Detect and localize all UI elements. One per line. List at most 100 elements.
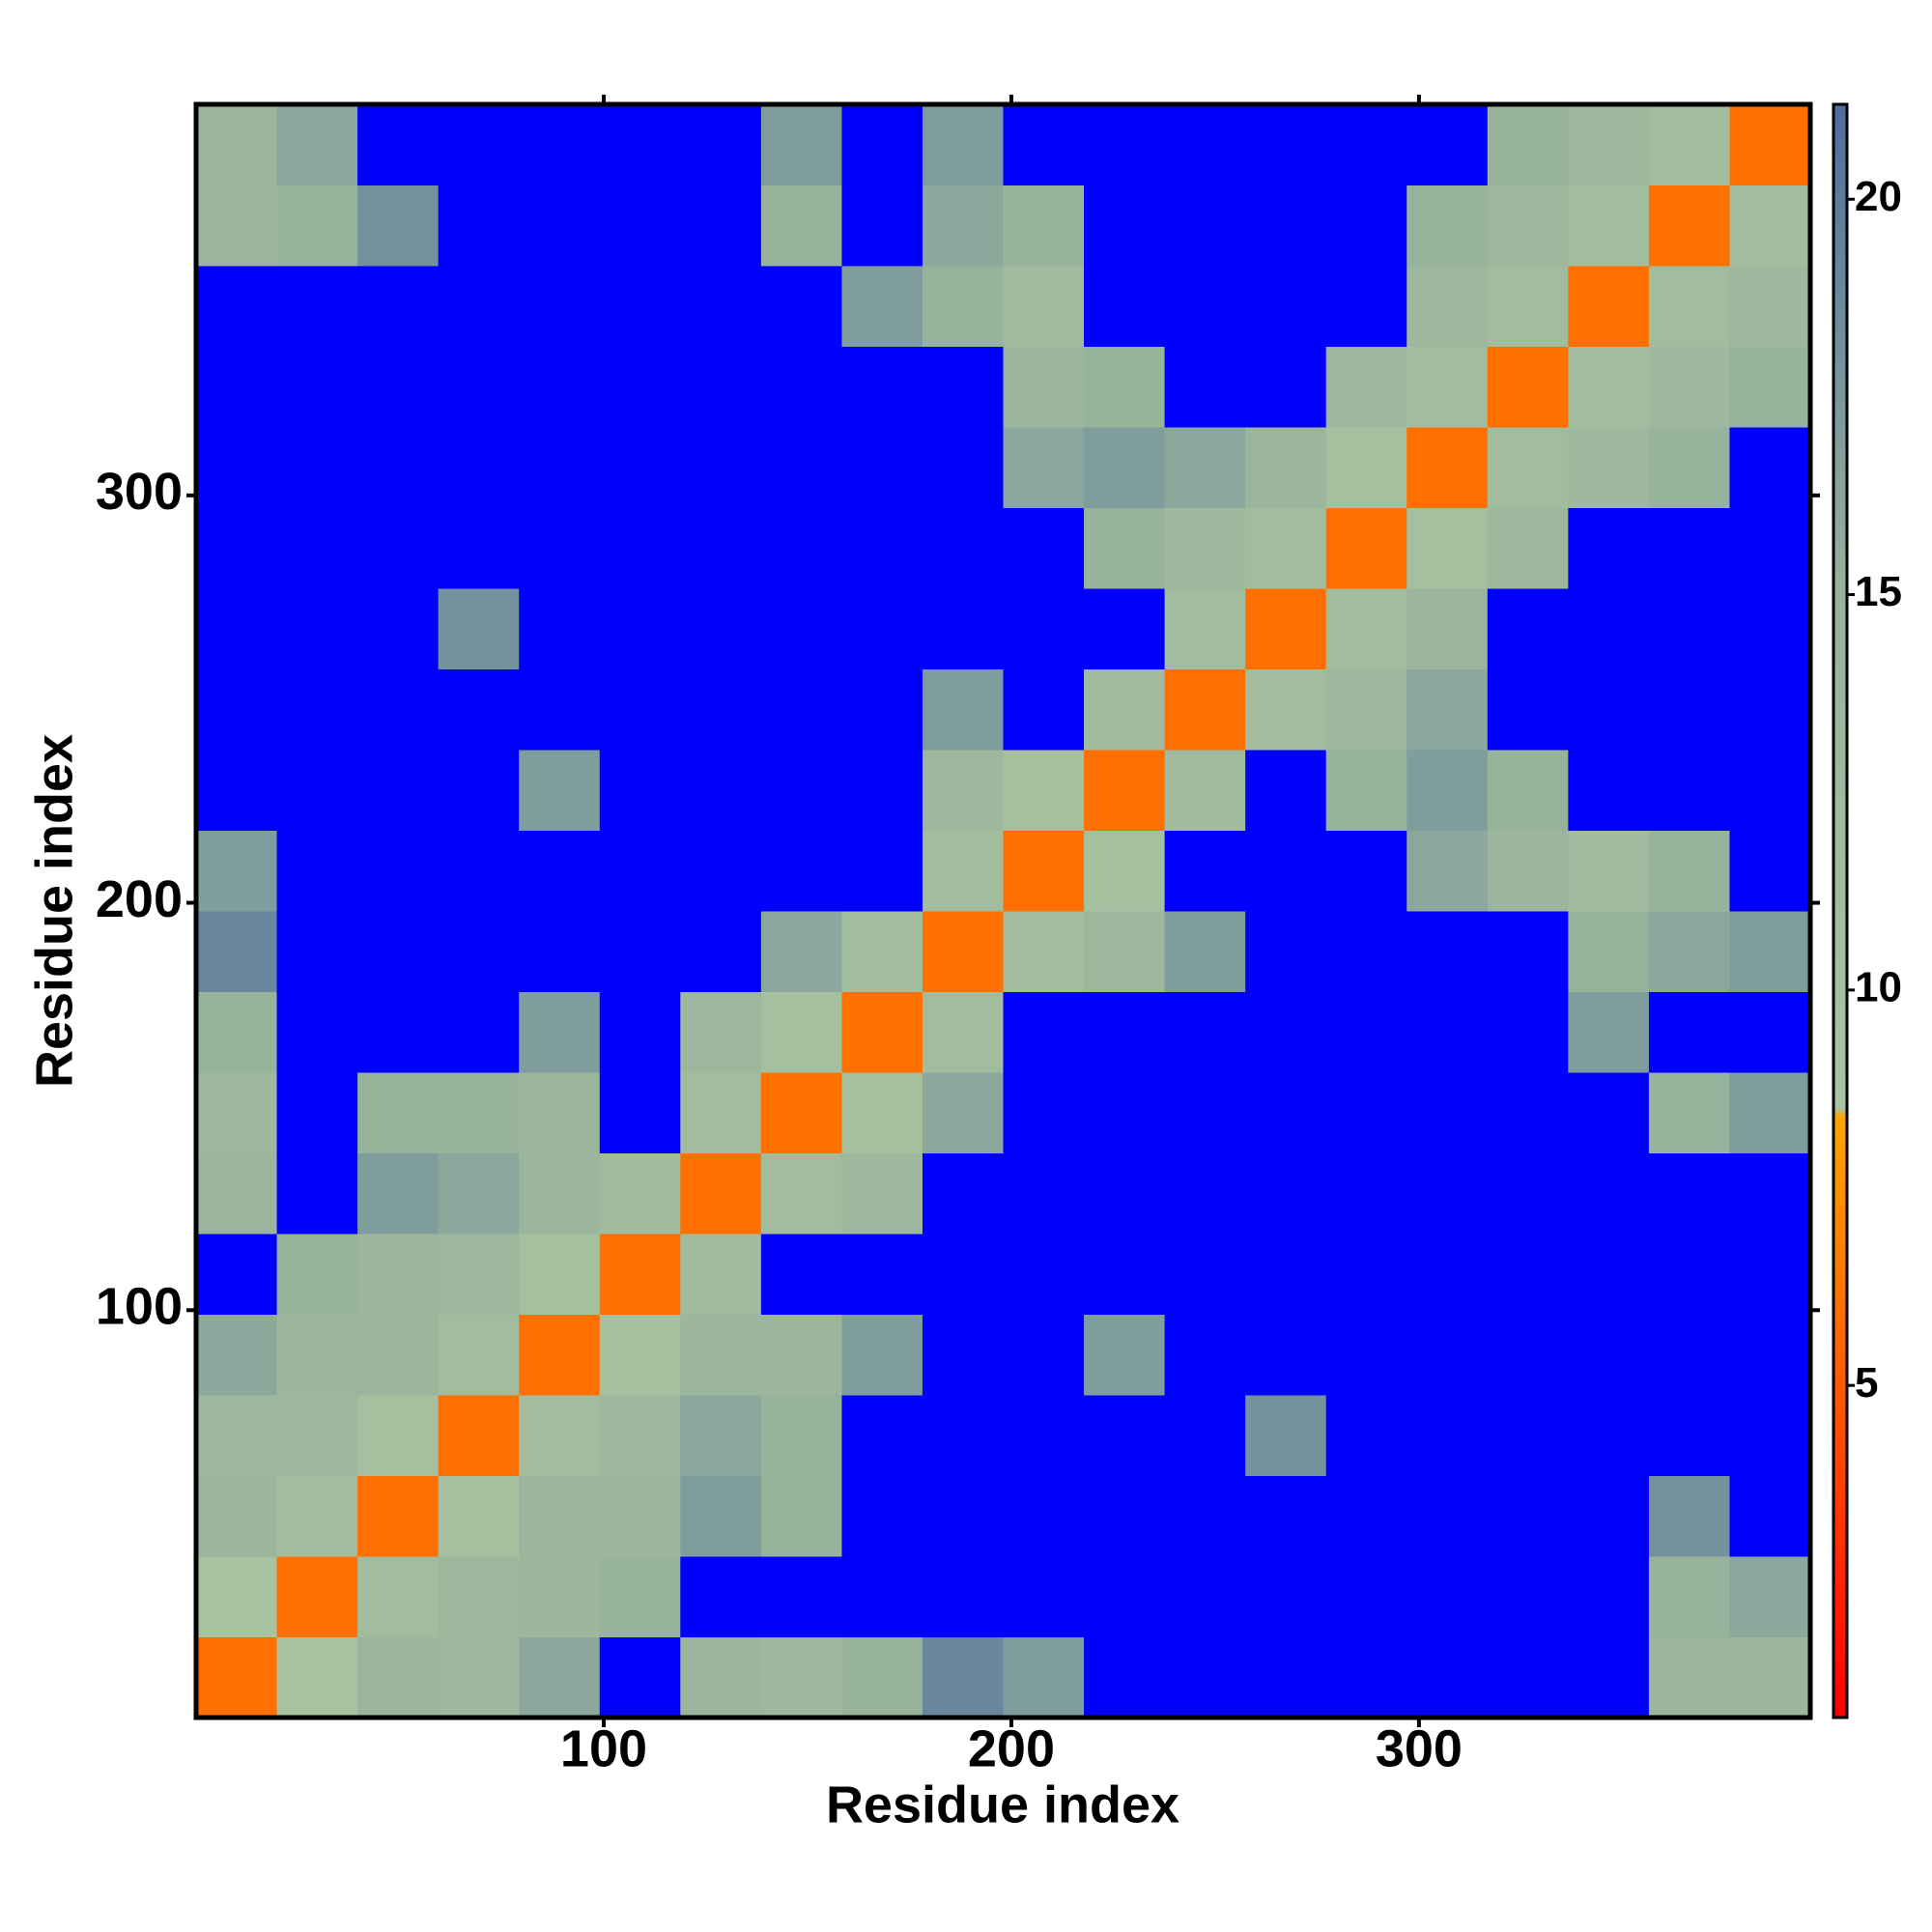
heatmap-cell	[760, 346, 842, 428]
heatmap-cell	[1325, 588, 1407, 669]
heatmap-cell	[680, 1152, 762, 1235]
heatmap-cell	[519, 830, 601, 912]
heatmap-cell	[841, 104, 923, 185]
y-tick-label: 100	[96, 1278, 183, 1336]
heatmap-cell	[1568, 427, 1650, 508]
heatmap-cell	[680, 668, 762, 751]
heatmap-cell	[1003, 104, 1085, 185]
heatmap-cell	[1729, 104, 1811, 185]
heatmap-cell	[1245, 1314, 1327, 1396]
heatmap-cell	[1084, 427, 1166, 508]
heatmap-cell	[1084, 991, 1166, 1073]
heatmap-cell	[599, 1072, 681, 1153]
heatmap-cell	[1729, 1636, 1811, 1719]
heatmap-cell	[1084, 1556, 1166, 1637]
heatmap-cell	[841, 668, 923, 751]
heatmap-cell	[1164, 750, 1246, 831]
heatmap-cell	[196, 750, 278, 831]
heatmap-cell	[196, 588, 278, 669]
heatmap-cell	[438, 104, 520, 185]
heatmap-cell	[1568, 750, 1650, 831]
heatmap-cell	[1325, 1636, 1407, 1719]
heatmap-cell	[1245, 1475, 1327, 1557]
heatmap-cell	[276, 185, 358, 267]
heatmap-cell	[1164, 668, 1246, 751]
heatmap-cell	[519, 991, 601, 1073]
colorbar-tick-label: 5	[1855, 1359, 1878, 1406]
heatmap-cell	[438, 427, 520, 508]
heatmap-cell	[922, 911, 1004, 992]
heatmap-cell	[1164, 104, 1246, 185]
heatmap-cell	[599, 427, 681, 508]
heatmap-cell	[196, 830, 278, 912]
heatmap-cell	[599, 1152, 681, 1235]
heatmap-cell	[680, 346, 762, 428]
heatmap-cell	[1568, 668, 1650, 751]
heatmap-cell	[1245, 1395, 1327, 1476]
heatmap-cell	[1325, 1072, 1407, 1153]
heatmap-cell	[1487, 1072, 1569, 1153]
heatmap-cell	[760, 104, 842, 185]
heatmap-cell	[760, 1636, 842, 1719]
heatmap-cell	[1084, 1314, 1166, 1396]
heatmap-cell	[276, 427, 358, 508]
heatmap-cell	[196, 1475, 278, 1557]
heatmap-cell	[1406, 1314, 1489, 1396]
heatmap-cell	[760, 1072, 842, 1153]
heatmap-cell	[1245, 1636, 1327, 1719]
y-axis-title: Residue index	[25, 734, 83, 1088]
heatmap-cell	[1325, 668, 1407, 751]
heatmap-cell	[196, 1072, 278, 1153]
heatmap-cell	[357, 1072, 440, 1153]
heatmap-cell	[1648, 185, 1730, 267]
heatmap-cell	[1164, 1475, 1246, 1557]
heatmap-cell	[196, 1395, 278, 1476]
heatmap-cell	[1729, 185, 1811, 267]
heatmap-cell	[438, 668, 520, 751]
heatmap-cell	[357, 750, 440, 831]
heatmap-cell	[196, 507, 278, 589]
heatmap-cell	[680, 750, 762, 831]
heatmap-cell	[357, 507, 440, 589]
heatmap-cell	[1648, 668, 1730, 751]
heatmap-cell	[1084, 1395, 1166, 1476]
heatmap-cell	[1406, 427, 1489, 508]
x-tick-label: 200	[968, 1719, 1055, 1777]
heatmap-cell	[1729, 346, 1811, 428]
heatmap-cell	[1084, 346, 1166, 428]
heatmap-cell	[760, 1556, 842, 1637]
heatmap-cell	[1568, 1152, 1650, 1235]
heatmap-cell	[760, 911, 842, 992]
heatmap-cell	[680, 1475, 762, 1557]
heatmap-cell	[680, 1234, 762, 1315]
heatmap-cell	[1003, 1234, 1085, 1315]
heatmap-cell	[1245, 1556, 1327, 1637]
heatmap-cell	[1245, 507, 1327, 589]
heatmap-cell	[1729, 266, 1811, 347]
heatmap-cell	[196, 1556, 278, 1637]
heatmap-cell	[599, 668, 681, 751]
colorbar-tick-label: 10	[1855, 963, 1902, 1010]
heatmap-cell	[1406, 266, 1489, 347]
heatmap-cell	[680, 1556, 762, 1637]
heatmap-cell	[1003, 1314, 1085, 1396]
heatmap-cell	[841, 830, 923, 912]
heatmap-cell	[438, 185, 520, 267]
heatmap-cell	[1406, 1556, 1489, 1637]
heatmap-cell	[1084, 830, 1166, 912]
heatmap-cell	[276, 830, 358, 912]
heatmap-cell	[196, 1152, 278, 1235]
heatmap-cell	[1003, 346, 1085, 428]
heatmap-cell	[760, 1395, 842, 1476]
heatmap-cell	[1325, 346, 1407, 428]
heatmap-cell	[276, 266, 358, 347]
heatmap-cell	[519, 1395, 601, 1476]
heatmap-cell	[1568, 346, 1650, 428]
heatmap-cell	[519, 507, 601, 589]
heatmap-cell	[760, 1152, 842, 1235]
heatmap-cell	[922, 1234, 1004, 1315]
heatmap-cell	[841, 507, 923, 589]
heatmap-cell	[1568, 185, 1650, 267]
heatmap-cell	[357, 1636, 440, 1719]
